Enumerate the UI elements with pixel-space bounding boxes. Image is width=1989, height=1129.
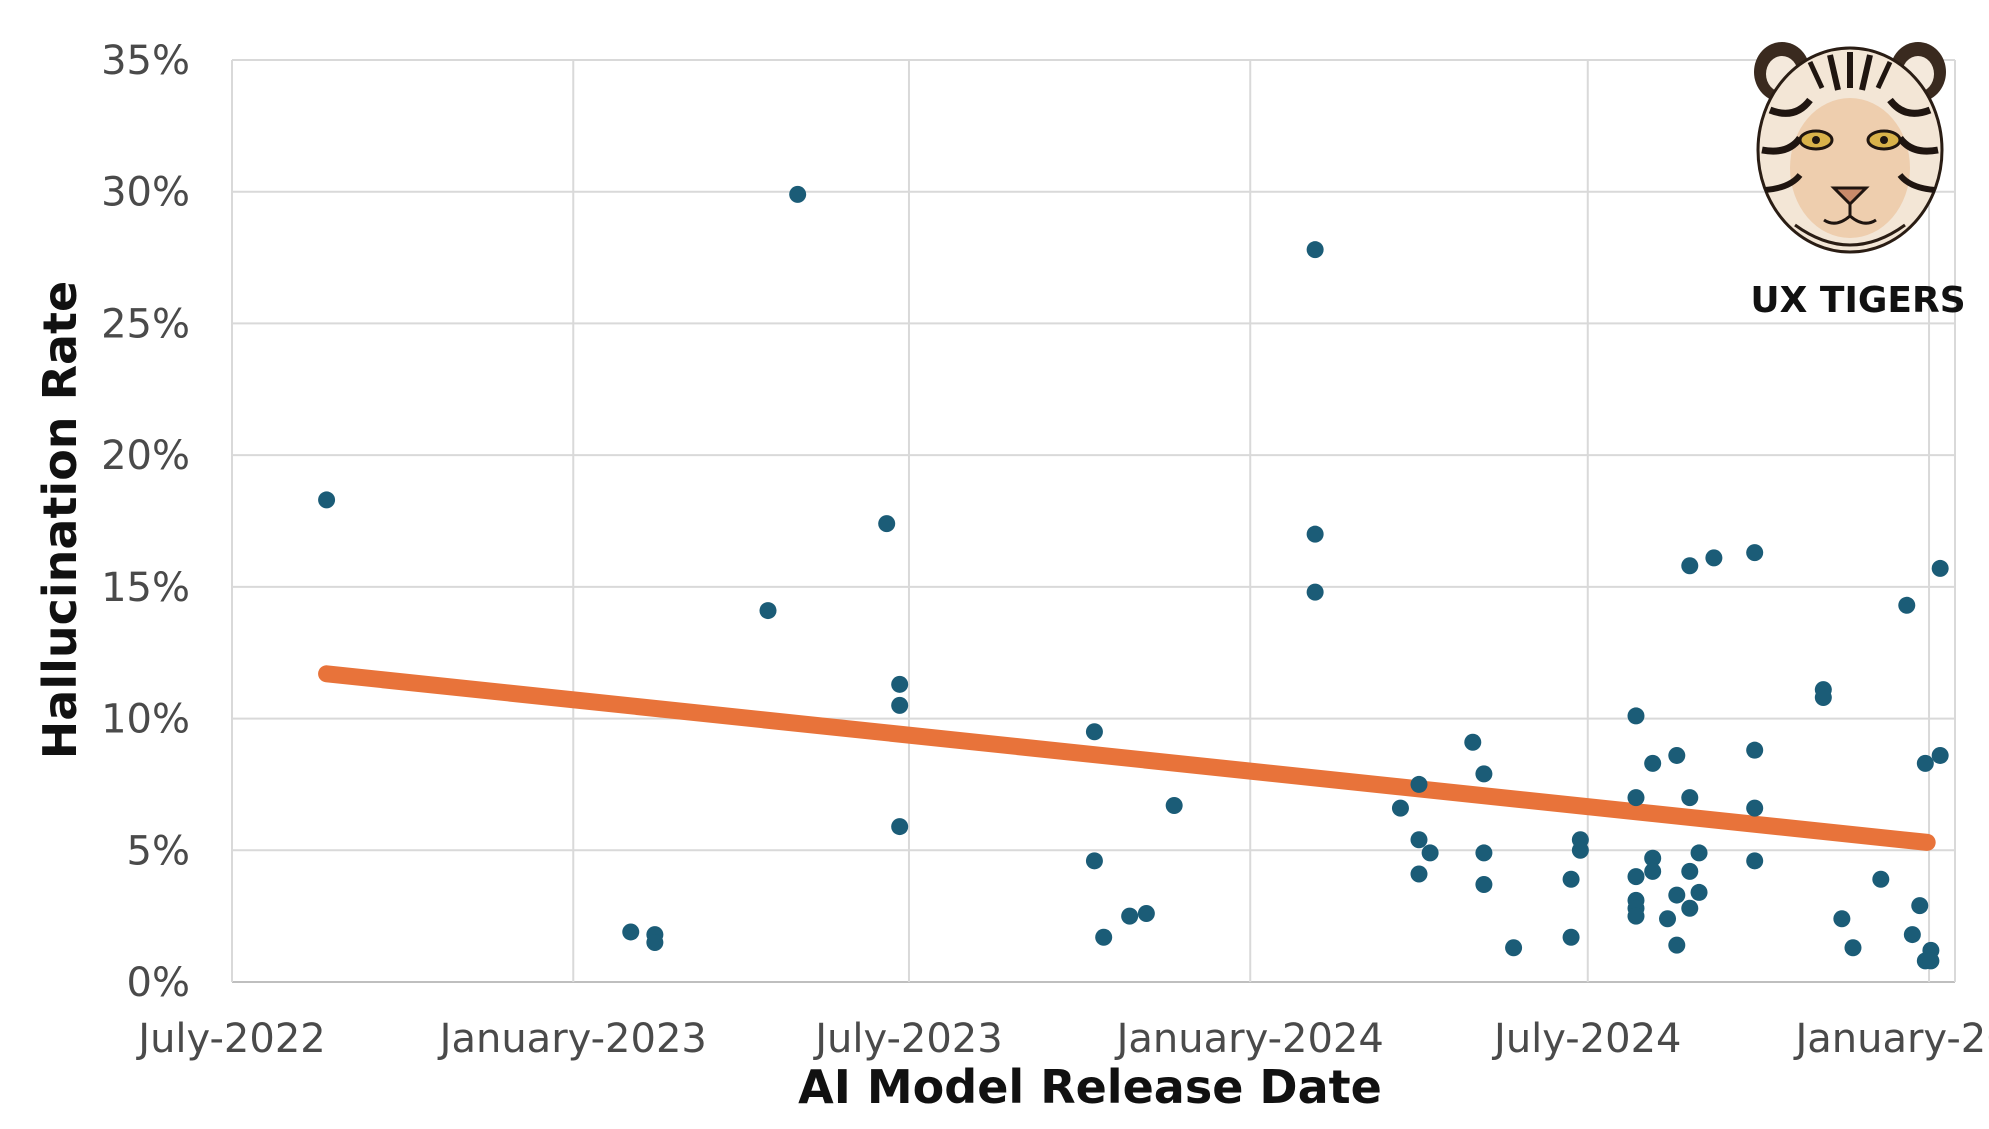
data-point bbox=[646, 933, 664, 951]
data-point bbox=[1916, 754, 1934, 772]
data-point bbox=[1306, 525, 1324, 543]
y-axis-ticks: 0% 5% 10% 15% 20% 25% 30% 35% bbox=[101, 38, 190, 1006]
data-point bbox=[1844, 939, 1862, 957]
data-point bbox=[1922, 952, 1940, 970]
y-tick-label: 25% bbox=[101, 301, 190, 347]
data-point bbox=[1931, 746, 1949, 764]
x-tick-label: July-2023 bbox=[812, 1016, 1002, 1062]
data-point bbox=[1095, 928, 1113, 946]
gridlines bbox=[231, 59, 1956, 983]
brand-name: UX TIGERS bbox=[1750, 280, 1965, 321]
data-point bbox=[1410, 775, 1428, 793]
data-point bbox=[1681, 899, 1699, 917]
data-points bbox=[318, 185, 1949, 970]
data-point bbox=[1475, 876, 1493, 894]
data-point bbox=[1410, 831, 1428, 849]
data-point bbox=[1668, 886, 1686, 904]
data-point bbox=[1627, 907, 1645, 925]
data-point bbox=[1137, 905, 1155, 923]
data-point bbox=[1898, 596, 1916, 614]
data-point bbox=[1644, 849, 1662, 867]
y-tick-label: 30% bbox=[101, 170, 190, 216]
data-point bbox=[1681, 789, 1699, 807]
y-tick-label: 5% bbox=[127, 828, 190, 874]
data-point bbox=[891, 696, 909, 714]
data-point bbox=[759, 602, 777, 620]
y-axis-title: Hallucination Rate bbox=[33, 281, 87, 759]
data-point bbox=[1903, 926, 1921, 944]
x-tick-label: July-2024 bbox=[1491, 1016, 1681, 1062]
data-point bbox=[1627, 707, 1645, 725]
data-point bbox=[1681, 862, 1699, 880]
data-point bbox=[1562, 870, 1580, 888]
y-tick-label: 35% bbox=[101, 38, 190, 84]
data-point bbox=[1911, 897, 1929, 915]
x-tick-label: January-2024 bbox=[1114, 1016, 1384, 1062]
data-point bbox=[1746, 852, 1764, 870]
data-point bbox=[1306, 583, 1324, 601]
y-tick-label: 15% bbox=[101, 565, 190, 611]
data-point bbox=[1475, 765, 1493, 783]
data-point bbox=[1121, 907, 1139, 925]
tiger-head-icon bbox=[1754, 42, 1946, 254]
y-tick-label: 20% bbox=[101, 433, 190, 479]
data-point bbox=[878, 515, 896, 533]
data-point bbox=[1627, 789, 1645, 807]
data-point bbox=[1746, 544, 1764, 562]
data-point bbox=[1644, 754, 1662, 772]
data-point bbox=[1421, 844, 1439, 862]
data-point bbox=[1165, 797, 1183, 815]
data-point bbox=[1690, 844, 1708, 862]
data-point bbox=[1705, 549, 1723, 567]
y-tick-label: 0% bbox=[127, 960, 190, 1006]
y-tick-label: 10% bbox=[101, 697, 190, 743]
data-point bbox=[789, 185, 807, 203]
data-point bbox=[1410, 865, 1428, 883]
data-point bbox=[622, 923, 640, 941]
trendline-layer bbox=[318, 665, 1936, 851]
x-axis-title: AI Model Release Date bbox=[798, 1060, 1382, 1114]
data-point bbox=[1627, 868, 1645, 886]
ux-tigers-logo: UX TIGERS bbox=[1750, 42, 1966, 321]
data-point bbox=[1644, 862, 1662, 880]
data-point bbox=[891, 818, 909, 836]
data-point bbox=[1306, 241, 1324, 259]
data-point bbox=[1746, 799, 1764, 817]
data-point bbox=[1571, 841, 1589, 859]
x-tick-label: July-2022 bbox=[135, 1016, 325, 1062]
data-point bbox=[1505, 939, 1523, 957]
data-point bbox=[1562, 928, 1580, 946]
data-point bbox=[1931, 559, 1949, 577]
data-point bbox=[1085, 723, 1103, 741]
data-point bbox=[318, 491, 336, 509]
data-point bbox=[1681, 557, 1699, 575]
data-point bbox=[1659, 910, 1677, 928]
data-point bbox=[1690, 883, 1708, 901]
data-point bbox=[1814, 688, 1832, 706]
data-point bbox=[1464, 733, 1482, 751]
x-axis-ticks: July-2022 January-2023 July-2023 January-20… bbox=[135, 1016, 1989, 1062]
data-point bbox=[1668, 936, 1686, 954]
data-point bbox=[1746, 741, 1764, 759]
trendline bbox=[318, 665, 1936, 851]
data-point bbox=[1668, 746, 1686, 764]
data-point bbox=[1833, 910, 1851, 928]
data-point bbox=[1391, 799, 1409, 817]
data-point bbox=[891, 675, 909, 693]
data-point bbox=[1475, 844, 1493, 862]
x-tick-label: January-2023 bbox=[437, 1016, 707, 1062]
data-point bbox=[1085, 852, 1103, 870]
x-tick-label: January-2025 bbox=[1792, 1016, 1989, 1062]
data-point bbox=[1872, 870, 1890, 888]
